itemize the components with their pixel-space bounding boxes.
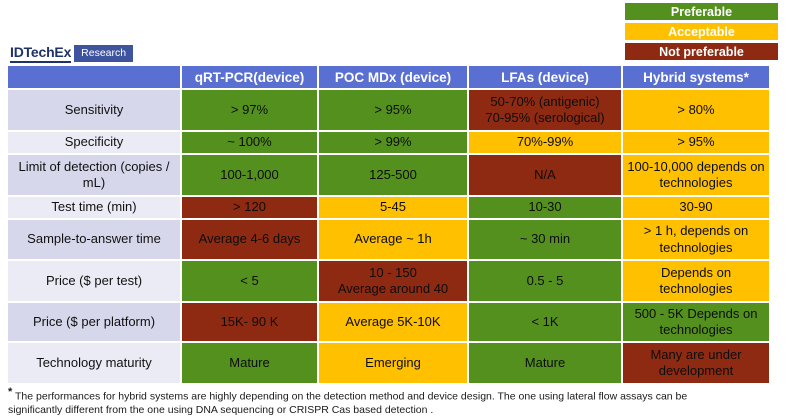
column-header-hybrid: Hybrid systems* bbox=[623, 66, 769, 88]
table-cell: > 95% bbox=[319, 90, 467, 130]
table-cell: Average ~ 1h bbox=[319, 220, 467, 259]
table-cell: 125-500 bbox=[319, 155, 467, 195]
table-cell: 100-10,000 depends on technologies bbox=[623, 155, 769, 195]
row-label-test-time: Test time (min) bbox=[8, 197, 180, 218]
table-cell: N/A bbox=[469, 155, 621, 195]
row-label-price-per-platform: Price ($ per platform) bbox=[8, 303, 180, 341]
table-cell: ~ 30 min bbox=[469, 220, 621, 259]
table-cell: < 5 bbox=[182, 261, 317, 301]
logo-brand-text: IDTechEx bbox=[10, 44, 71, 63]
table-cell: < 1K bbox=[469, 303, 621, 341]
table-cell: 50-70% (antigenic) 70-95% (serological) bbox=[469, 90, 621, 130]
legend-item-preferable: Preferable bbox=[625, 3, 778, 20]
legend-item-not-preferable: Not preferable bbox=[625, 43, 778, 60]
table-cell: > 80% bbox=[623, 90, 769, 130]
table-cell: 100-1,000 bbox=[182, 155, 317, 195]
column-header-empty bbox=[8, 66, 180, 88]
table-cell: 10 - 150 Average around 40 bbox=[319, 261, 467, 301]
table-cell: 70%-99% bbox=[469, 132, 621, 153]
table-cell: Average 4-6 days bbox=[182, 220, 317, 259]
column-header-poc-mdx: POC MDx (device) bbox=[319, 66, 467, 88]
footnote-asterisk: * bbox=[8, 386, 13, 398]
comparison-table: qRT-PCR(device) POC MDx (device) LFAs (d… bbox=[8, 66, 769, 383]
table-cell: 10-30 bbox=[469, 197, 621, 218]
table-cell: > 1 h, depends on technologies bbox=[623, 220, 769, 259]
table-cell: Mature bbox=[469, 343, 621, 383]
table-cell: > 95% bbox=[623, 132, 769, 153]
table-cell: 0.5 - 5 bbox=[469, 261, 621, 301]
table-cell: Many are under development bbox=[623, 343, 769, 383]
column-header-lfas: LFAs (device) bbox=[469, 66, 621, 88]
table-cell: 500 - 5K Depends on technologies bbox=[623, 303, 769, 341]
table-cell: > 97% bbox=[182, 90, 317, 130]
table-cell: Depends on technologies bbox=[623, 261, 769, 301]
table-cell: Emerging bbox=[319, 343, 467, 383]
idtechex-logo: IDTechEx Research bbox=[10, 44, 134, 63]
row-label-sample-to-answer: Sample-to-answer time bbox=[8, 220, 180, 259]
row-label-sensitivity: Sensitivity bbox=[8, 90, 180, 130]
table-cell: Mature bbox=[182, 343, 317, 383]
table-cell: ~ 100% bbox=[182, 132, 317, 153]
rating-legend: Preferable Acceptable Not preferable bbox=[625, 3, 778, 63]
table-cell: Average 5K-10K bbox=[319, 303, 467, 341]
row-label-specificity: Specificity bbox=[8, 132, 180, 153]
footnote-text: The performances for hybrid systems are … bbox=[8, 390, 688, 417]
table-cell: 30-90 bbox=[623, 197, 769, 218]
logo-research-badge: Research bbox=[74, 45, 134, 62]
row-label-price-per-test: Price ($ per test) bbox=[8, 261, 180, 301]
column-header-qrt-pcr: qRT-PCR(device) bbox=[182, 66, 317, 88]
row-label-limit-of-detection: Limit of detection (copies / mL) bbox=[8, 155, 180, 195]
legend-item-acceptable: Acceptable bbox=[625, 23, 778, 40]
table-cell: 5-45 bbox=[319, 197, 467, 218]
row-label-technology-maturity: Technology maturity bbox=[8, 343, 180, 383]
table-cell: > 120 bbox=[182, 197, 317, 218]
footnote: * The performances for hybrid systems ar… bbox=[8, 385, 714, 418]
table-cell: 15K- 90 K bbox=[182, 303, 317, 341]
table-cell: > 99% bbox=[319, 132, 467, 153]
